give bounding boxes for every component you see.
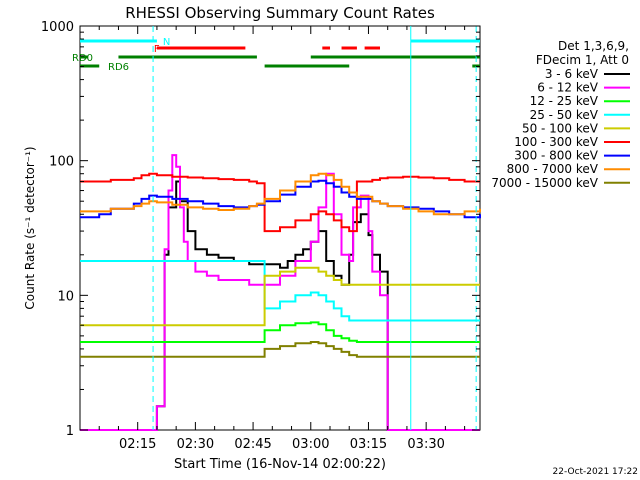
flag-label-f: F <box>154 44 160 55</box>
y-tick-label: 100 <box>49 155 74 170</box>
series-line-2 <box>80 154 480 431</box>
y-tick-label: 1 <box>66 424 74 439</box>
y-tick-label: 1000 <box>41 20 74 35</box>
y-axis-label: Count Rate (s⁻¹ detector⁻¹) <box>23 146 37 309</box>
series-line-9 <box>80 341 480 358</box>
legend-label-5: 50 - 100 keV <box>522 121 599 135</box>
x-tick-label: 02:15 <box>119 437 156 452</box>
legend-label-7: 300 - 800 keV <box>514 149 598 163</box>
chart-title: RHESSI Observing Summary Count Rates <box>125 4 435 22</box>
x-tick-label: 03:30 <box>407 437 444 452</box>
legend-label-4: 25 - 50 keV <box>530 108 599 122</box>
legend-label-8: 800 - 7000 keV <box>507 162 599 176</box>
legend-header-line2: FDecim 1, Att 0 <box>536 53 629 67</box>
plot-area: NF RD0 RD6 1 10 100 1000 02:15 02:30 02:45 03:00 0… <box>41 20 481 452</box>
legend-label-2: 6 - 12 keV <box>537 81 599 95</box>
legend-label-1: 3 - 6 keV <box>545 67 599 81</box>
x-tick-label: 03:15 <box>350 437 387 452</box>
series-layer <box>80 154 481 431</box>
legend-label-9: 7000 - 15000 keV <box>491 176 598 190</box>
flag-label-rd0: RD0 <box>72 53 93 64</box>
series-line-4 <box>80 260 480 322</box>
flags-layer: NF RD0 RD6 <box>72 37 480 73</box>
axes-layer: 1 10 100 1000 02:15 02:30 02:45 03:00 03:15 03:30 <box>41 20 480 452</box>
series-line-6 <box>80 172 480 233</box>
legend: Det 1,3,6,9, FDecim 1, Att 0 3 - 6 keV6 … <box>491 39 630 190</box>
x-tick-label: 02:45 <box>234 437 271 452</box>
legend-label-3: 12 - 25 keV <box>530 94 599 108</box>
x-tick-label: 02:30 <box>177 437 214 452</box>
series-line-8 <box>80 172 481 216</box>
flag-label-n: N <box>163 37 170 48</box>
legend-header-line1: Det 1,3,6,9, <box>558 39 629 53</box>
x-axis-label: Start Time (16-Nov-14 02:00:22) <box>174 457 386 472</box>
legend-label-6: 100 - 300 keV <box>514 135 598 149</box>
footer-timestamp: 22-Oct-2021 17:22 <box>553 467 638 477</box>
x-tick-label: 03:00 <box>292 437 329 452</box>
plot-frame <box>79 25 481 431</box>
flag-label-rd6: RD6 <box>108 62 129 73</box>
y-tick-label: 10 <box>57 289 74 304</box>
vlines-layer <box>152 26 477 430</box>
series-line-3 <box>80 321 480 343</box>
series-line-5 <box>80 266 480 327</box>
